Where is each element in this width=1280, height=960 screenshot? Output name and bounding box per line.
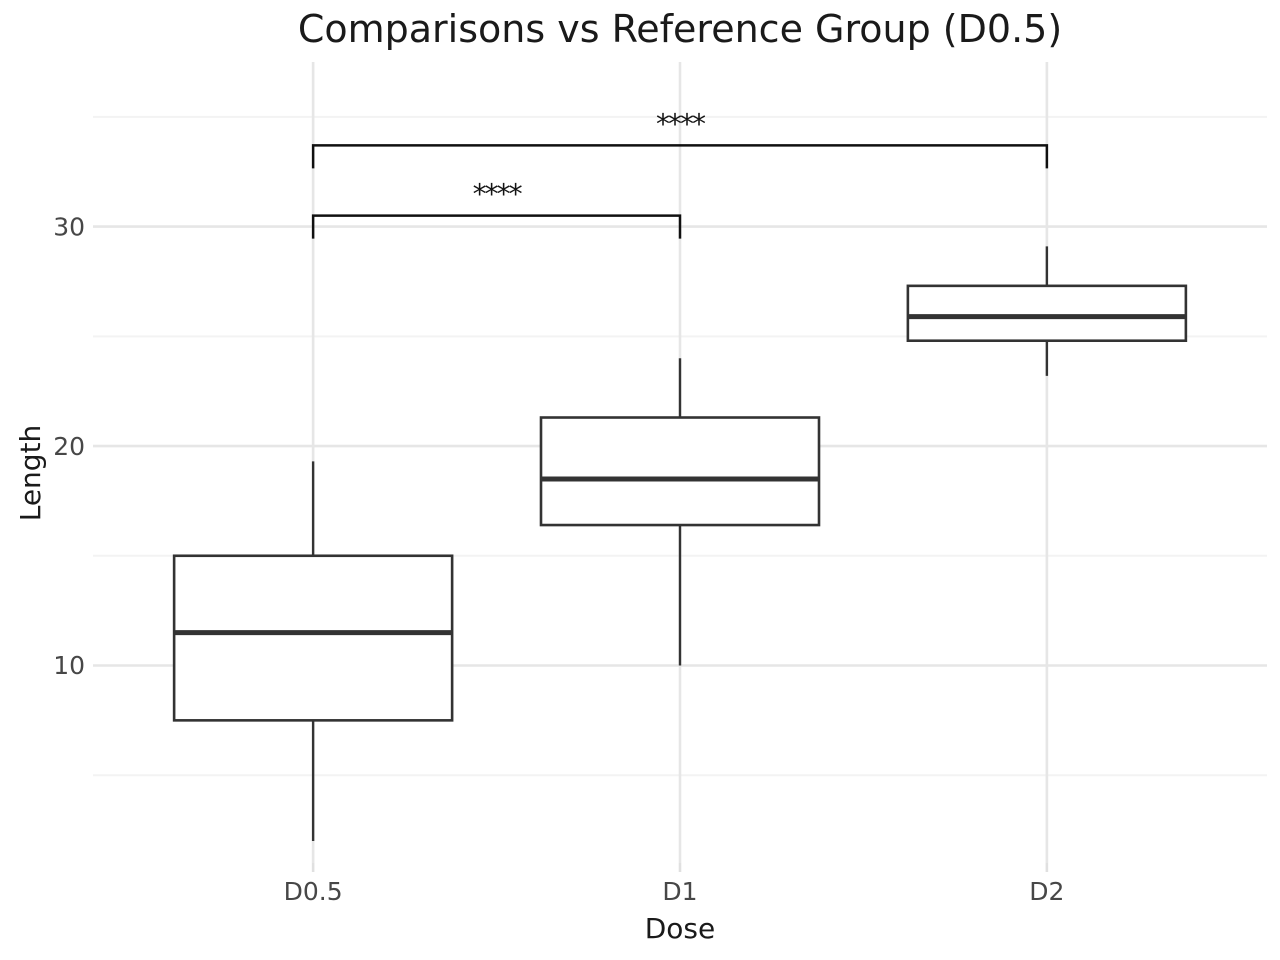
y-tick-label: 10 <box>53 651 85 680</box>
iqr-box <box>906 284 1188 343</box>
x-tick-label: D2 <box>1029 877 1064 906</box>
x-axis-ticks-layer <box>311 863 1049 872</box>
iqr-box <box>539 416 821 527</box>
boxplot-d2 <box>906 246 1188 376</box>
bracket-line <box>311 214 682 239</box>
significance-brackets-layer: **** **** <box>311 107 1049 239</box>
x-tick-label: D1 <box>662 877 697 906</box>
boxplots-layer <box>172 246 1188 842</box>
significance-bracket: **** <box>311 107 1049 169</box>
significance-stars: **** <box>656 107 706 140</box>
y-tick-label: 20 <box>53 432 85 461</box>
boxplot-d1 <box>539 358 821 666</box>
iqr-box <box>172 554 454 722</box>
bracket-line <box>311 144 1049 169</box>
significance-bracket: **** <box>311 178 682 239</box>
chart-title: Comparisons vs Reference Group (D0.5) <box>298 7 1062 51</box>
y-axis-title: Length <box>14 425 47 522</box>
x-tick-label: D0.5 <box>284 877 343 906</box>
boxplot-d05 <box>172 461 454 842</box>
significance-stars: **** <box>473 178 523 211</box>
tick-labels-layer: 10 20 30 D0.5 D1 D2 <box>53 212 1064 906</box>
x-axis-title: Dose <box>645 912 716 945</box>
y-tick-label: 30 <box>53 212 85 241</box>
